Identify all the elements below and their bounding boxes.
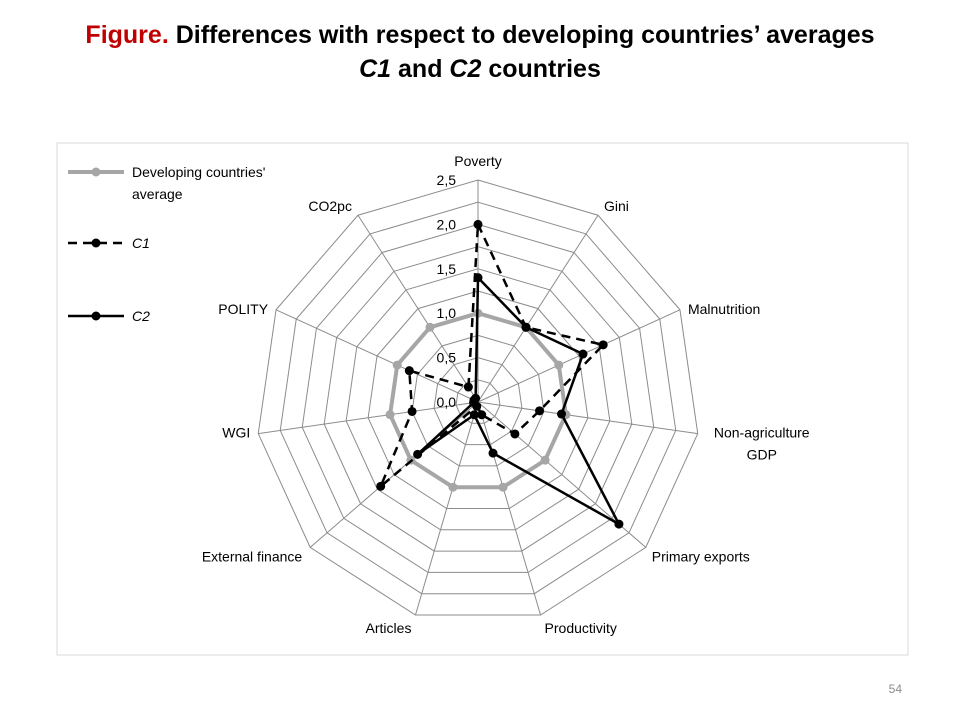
spoke xyxy=(357,214,479,403)
axis-label: Primary exports xyxy=(652,548,750,564)
tick-label: 1,5 xyxy=(437,261,457,277)
tick-label: 2,0 xyxy=(437,216,457,232)
axis-label: Productivity xyxy=(545,620,617,636)
legend: Developing countries' average C1 C2 xyxy=(68,164,265,324)
title-main-text: Differences with respect to developing c… xyxy=(168,21,875,49)
data-point xyxy=(498,482,508,492)
slide-title: Figure. Differences with respect to deve… xyxy=(0,18,960,86)
data-point xyxy=(477,410,487,420)
title-line-1: Figure. Differences with respect to deve… xyxy=(0,18,960,52)
axis-label: Poverty xyxy=(454,153,501,169)
tick-label: 0,5 xyxy=(437,350,457,366)
title-suffix: countries xyxy=(481,55,601,83)
axis-label: Gini xyxy=(604,198,629,214)
data-point xyxy=(463,382,473,392)
axis-label: WGI xyxy=(222,425,250,441)
grid-ring xyxy=(257,179,699,616)
data-point xyxy=(535,406,545,416)
title-c1: C1 xyxy=(359,55,392,83)
grid-ring xyxy=(345,268,611,531)
spoke xyxy=(477,401,542,616)
axis-label: POLITY xyxy=(218,301,268,317)
legend-swatch-marker xyxy=(91,167,101,177)
data-point xyxy=(413,449,423,459)
data-point xyxy=(488,448,498,458)
spoke xyxy=(477,214,599,403)
title-and: and xyxy=(391,55,450,83)
data-point xyxy=(392,360,402,370)
data-point xyxy=(557,409,567,419)
grid-ring xyxy=(279,201,677,595)
spoke xyxy=(275,309,479,403)
data-point xyxy=(469,410,479,420)
spoke xyxy=(477,401,698,435)
axis-label: Non-agriculture GDP xyxy=(714,425,810,463)
legend-swatch-marker xyxy=(91,238,101,248)
title-c2: C2 xyxy=(449,55,482,83)
grid-ring xyxy=(411,334,545,467)
axis-label: Articles xyxy=(366,620,412,636)
data-point xyxy=(598,340,608,350)
tick-label: 0,0 xyxy=(437,394,457,410)
chart-frame xyxy=(56,142,909,656)
data-point xyxy=(407,406,417,416)
data-point xyxy=(425,322,435,332)
data-point xyxy=(554,360,564,370)
data-point xyxy=(376,481,386,491)
axis-label: Malnutrition xyxy=(688,301,760,317)
data-point xyxy=(510,429,520,439)
spoke xyxy=(414,401,479,616)
tick-labels: 0,0 0,5 1,0 1,5 2,0 2,5 xyxy=(437,172,457,410)
grid-ring xyxy=(301,223,655,573)
page-number: 54 xyxy=(888,682,902,696)
tick-label: 2,5 xyxy=(437,172,457,188)
series-layer xyxy=(376,219,624,529)
figure-label: Figure. xyxy=(85,21,169,49)
data-point xyxy=(385,410,395,420)
data-point xyxy=(473,219,483,229)
series-group xyxy=(385,308,571,492)
data-point xyxy=(404,366,414,376)
series-line xyxy=(388,311,568,490)
data-point xyxy=(448,482,458,492)
data-point xyxy=(471,393,481,403)
legend-label: C2 xyxy=(132,308,150,324)
data-point xyxy=(473,273,483,283)
grid-ring xyxy=(323,246,633,552)
legend-swatch-marker xyxy=(91,311,101,321)
legend-label: C1 xyxy=(132,235,150,251)
tick-label: 1,0 xyxy=(437,305,457,321)
title-line-2: C1 and C2 countries xyxy=(0,52,960,86)
series-group xyxy=(413,273,624,529)
legend-label: Developing countries' average xyxy=(132,164,265,202)
axis-label: External finance xyxy=(202,548,303,564)
axis-labels: Poverty Gini Malnutrition Non-agriculture GD… xyxy=(202,153,810,636)
series-line xyxy=(379,223,605,488)
axis-label: CO2pc xyxy=(308,198,352,214)
data-point xyxy=(521,322,531,332)
data-point xyxy=(578,349,588,359)
data-point xyxy=(540,455,550,465)
data-point xyxy=(614,519,624,529)
spoke xyxy=(258,401,479,435)
